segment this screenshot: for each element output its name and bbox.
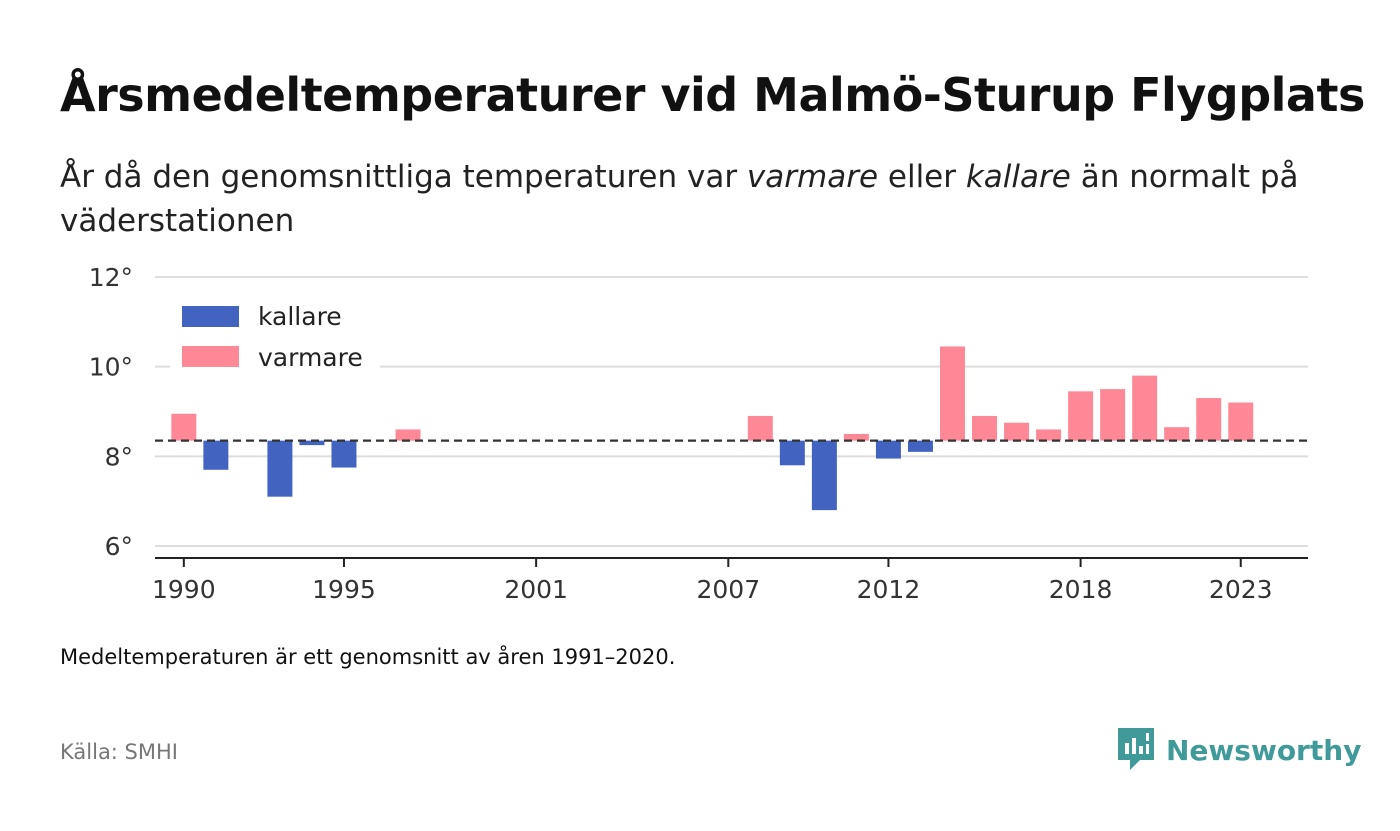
chart-subtitle: År då den genomsnittliga temperaturen va…	[60, 155, 1320, 243]
x-tick-label: 2023	[1209, 575, 1273, 604]
x-tick-label: 1990	[152, 575, 216, 604]
bar-2011	[843, 433, 869, 441]
bar-2019	[1100, 389, 1126, 441]
bar-2008	[747, 415, 773, 441]
newsworthy-logo-icon	[1118, 728, 1154, 770]
bar-1991	[203, 440, 229, 470]
grid-lines	[155, 276, 1308, 547]
bar-2023	[1228, 402, 1254, 441]
legend: kallare varmare	[170, 293, 380, 373]
bar-2013	[907, 440, 933, 452]
subtitle-part-2: eller	[878, 159, 966, 195]
subtitle-part-3: än normalt på väderstationen	[60, 159, 1299, 239]
bar-2022	[1196, 398, 1222, 441]
temperature-bar-chart: 6°8°10°12° 1990 1995 2001 2007 2012 2018 2023 …	[89, 263, 1308, 604]
subtitle-warmer-word: varmare	[746, 159, 879, 195]
x-tick-label: 2018	[1049, 575, 1113, 604]
bar-1997	[395, 429, 421, 441]
y-tick-label: 6°	[105, 532, 133, 561]
bar-2020	[1132, 375, 1158, 441]
bar-1995	[331, 440, 357, 468]
bar-2021	[1164, 427, 1190, 441]
subtitle-part-1: År då den genomsnittliga temperaturen va…	[60, 159, 747, 195]
chart-title: Årsmedeltemperaturer vid Malmö-Sturup Fl…	[60, 68, 1365, 122]
bar-1990	[171, 413, 197, 441]
x-tick-label: 2012	[857, 575, 921, 604]
bar-2016	[1004, 422, 1030, 441]
x-tick-label: 2007	[696, 575, 760, 604]
bar-2017	[1036, 429, 1062, 441]
bar-1994	[299, 440, 325, 446]
x-axis-ticks: 1990 1995 2001 2007 2012 2018 2023	[152, 558, 1273, 604]
bars	[171, 346, 1254, 511]
bar-2018	[1068, 391, 1094, 441]
y-axis-labels: 6° 8° 10° 12°	[89, 263, 133, 561]
legend-label-colder: kallare	[258, 302, 342, 331]
source-credit: Källa: SMHI	[60, 740, 178, 764]
y-tick-label: 8°	[105, 442, 133, 471]
legend-swatch-warmer	[182, 346, 239, 367]
bar-1993	[267, 440, 293, 497]
brand-logo[interactable]: Newsworthy	[1118, 728, 1361, 772]
brand-name: Newsworthy	[1166, 733, 1362, 767]
x-tick-label: 1995	[312, 575, 376, 604]
legend-swatch-colder	[182, 306, 239, 327]
bar-2014	[940, 346, 965, 441]
bar-2010	[811, 440, 837, 511]
subtitle-colder-word: kallare	[965, 159, 1071, 195]
x-tick-label: 2001	[504, 575, 568, 604]
bar-2012	[875, 440, 901, 459]
footnote: Medeltemperaturen är ett genomsnitt av å…	[60, 645, 676, 669]
y-tick-label: 10°	[89, 353, 133, 382]
y-tick-label: 12°	[89, 263, 133, 292]
legend-label-warmer: varmare	[258, 343, 363, 372]
bar-2015	[972, 415, 998, 441]
bar-2009	[779, 440, 805, 466]
